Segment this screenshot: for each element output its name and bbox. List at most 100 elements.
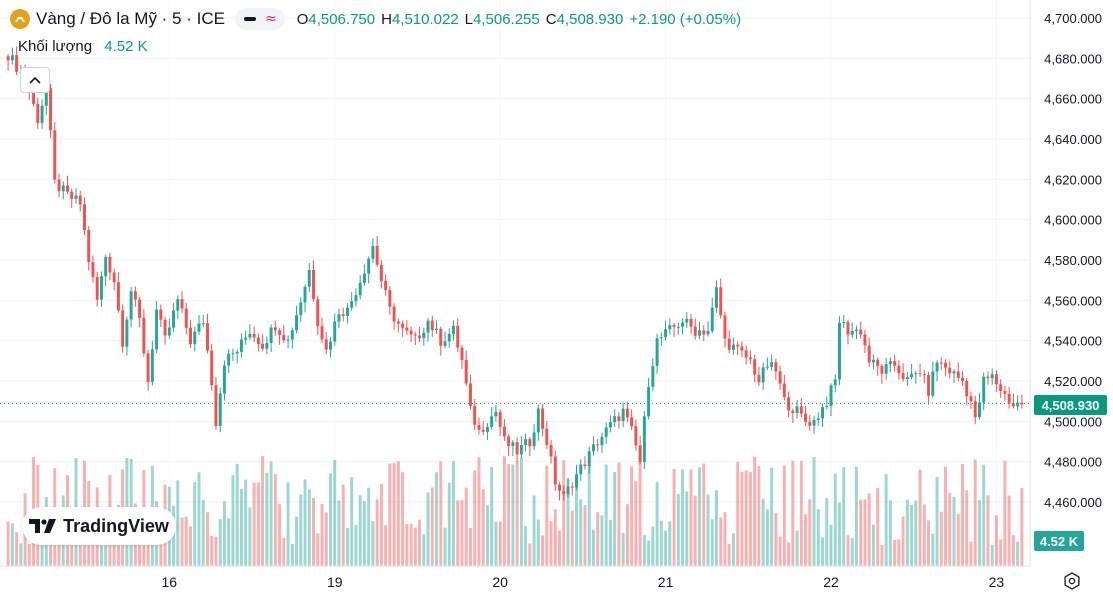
candle-body xyxy=(842,321,846,323)
candle-body xyxy=(477,424,481,430)
wave-icon[interactable]: ≈ xyxy=(264,11,277,27)
candle-body xyxy=(808,421,812,426)
volume-bar xyxy=(621,533,625,566)
candle-body xyxy=(307,269,311,287)
volume-bar xyxy=(27,543,31,566)
candle-body xyxy=(227,353,231,366)
candle-body xyxy=(468,383,472,406)
candle-body xyxy=(702,330,706,335)
candle-body xyxy=(528,439,532,447)
volume-bar xyxy=(502,456,506,566)
candle-body xyxy=(782,383,786,398)
last-price-label: 4,508.930 xyxy=(1034,395,1107,415)
candle-body xyxy=(600,436,604,446)
candle-body xyxy=(494,411,498,417)
candle-body xyxy=(829,385,833,407)
volume-bar xyxy=(468,527,472,566)
volume-bar xyxy=(664,530,668,566)
candle-body xyxy=(727,338,731,350)
line-style-icon[interactable] xyxy=(243,17,256,21)
candle-body xyxy=(685,318,689,323)
time-axis[interactable]: 16 19 20 21 22 23 xyxy=(162,574,1005,590)
volume-bar xyxy=(647,540,651,566)
candle-body xyxy=(736,344,740,347)
volume-bar xyxy=(375,499,379,566)
candle-body xyxy=(748,357,752,360)
price-axis[interactable]: 4,700.000 4,680.000 4,660.000 4,640.000 4,62… xyxy=(1044,11,1102,510)
candle-body xyxy=(286,339,290,341)
candle-body xyxy=(121,310,125,347)
volume-bar xyxy=(994,515,998,566)
volume-bar xyxy=(261,456,265,566)
tradingview-logo[interactable]: TradingView xyxy=(22,507,176,545)
candle-body xyxy=(235,351,239,354)
candle-body xyxy=(676,326,680,328)
candle-body xyxy=(498,411,502,427)
volume-bar xyxy=(604,464,608,566)
volume-bar xyxy=(999,539,1003,566)
candle-body xyxy=(651,365,655,387)
candle-body xyxy=(935,362,939,372)
volume-bar xyxy=(1020,488,1024,566)
candle-body xyxy=(138,299,142,318)
volume-bar xyxy=(511,464,515,566)
candle-body xyxy=(396,321,400,324)
volume-bar xyxy=(210,536,214,566)
volume-bar xyxy=(583,505,587,566)
candle-body xyxy=(905,377,909,380)
volume-bar xyxy=(235,463,239,566)
candle-body xyxy=(952,371,956,374)
collapse-legend-button[interactable] xyxy=(20,67,50,93)
candle-body xyxy=(159,309,163,320)
candle-body xyxy=(994,374,998,385)
candle-body xyxy=(621,408,625,422)
candle-body xyxy=(324,339,328,350)
candle-body xyxy=(901,373,905,380)
volume-bar xyxy=(159,526,163,566)
candle-body xyxy=(133,291,137,300)
candle-body xyxy=(452,325,455,334)
volume-bar xyxy=(443,527,447,566)
volume-bar xyxy=(782,465,786,566)
symbol-title[interactable]: Vàng / Đô la Mỹ · 5 · ICE xyxy=(36,9,225,28)
candle-body xyxy=(876,359,880,366)
volume-bar xyxy=(770,467,774,566)
candle-body xyxy=(36,103,40,123)
candle-body xyxy=(1011,403,1015,407)
volume-bar xyxy=(744,470,748,566)
candle-body xyxy=(375,246,379,265)
candle-body xyxy=(863,334,867,346)
settings-icon[interactable] xyxy=(1063,572,1081,590)
volume-bar xyxy=(876,488,880,566)
price-candles xyxy=(6,46,1024,501)
candle-body xyxy=(838,322,841,380)
candle-body xyxy=(40,105,44,123)
candle-body xyxy=(426,320,430,333)
volume-bar xyxy=(740,471,744,566)
indicator-toggle-pill[interactable]: ≈ xyxy=(234,8,285,30)
candle-body xyxy=(163,319,167,336)
volume-bar xyxy=(295,516,299,566)
candle-body xyxy=(430,320,434,331)
candle-body xyxy=(668,325,672,330)
candle-body xyxy=(973,401,977,418)
volume-bar xyxy=(303,479,307,566)
candle-body xyxy=(197,323,201,332)
candle-body xyxy=(502,426,506,437)
volume-bar xyxy=(1003,460,1007,566)
chevron-up-icon xyxy=(29,76,41,84)
candle-body xyxy=(388,290,392,307)
candle-body xyxy=(218,393,222,426)
volume-bar xyxy=(337,500,341,566)
volume-label[interactable]: Khối lượng xyxy=(18,38,93,55)
volume-bar xyxy=(15,532,19,566)
candle-body xyxy=(409,330,413,335)
candle-body xyxy=(787,397,791,411)
volume-bar xyxy=(952,496,956,566)
volume-bar xyxy=(638,457,642,566)
volume-bar xyxy=(795,530,799,566)
volume-bar xyxy=(485,505,489,566)
candle-body xyxy=(99,276,103,300)
candle-body xyxy=(290,330,294,340)
